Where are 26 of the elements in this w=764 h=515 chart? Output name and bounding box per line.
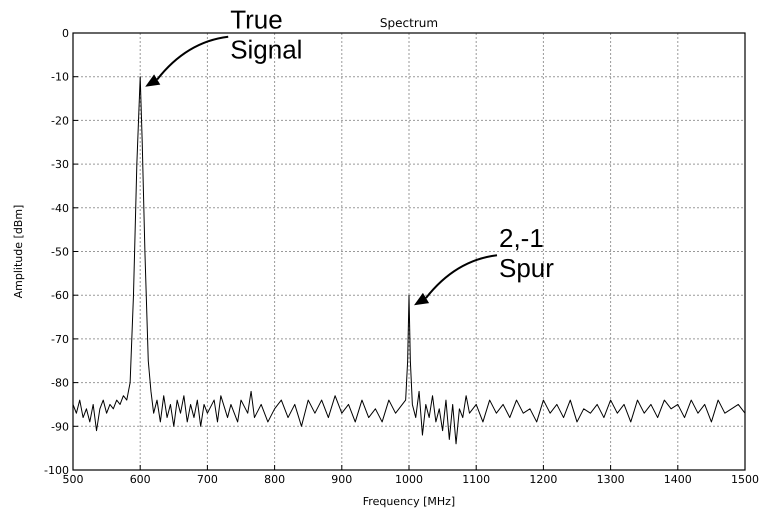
y-axis-title: Amplitude [dBm]	[12, 204, 25, 298]
x-tick-label: 1200	[529, 473, 558, 486]
chart-title: Spectrum	[380, 16, 438, 30]
y-tick-label: 0	[62, 27, 69, 40]
y-tick-label: -70	[51, 332, 69, 346]
x-tick-label: 700	[196, 473, 218, 486]
x-tick-label: 1500	[731, 473, 759, 486]
x-tick-label: 1300	[596, 473, 625, 486]
x-tick-label: 600	[130, 473, 151, 486]
x-tick-label: 1000	[395, 473, 423, 486]
x-tick-label: 1100	[462, 473, 490, 486]
annotation: True Signal	[230, 4, 302, 65]
y-tick-label: -30	[51, 158, 69, 172]
y-tick-label: -10	[51, 70, 69, 84]
y-tick-label: -80	[51, 376, 69, 390]
x-tick-label: 1400	[664, 473, 692, 486]
x-axis-title: Frequency [MHz]	[362, 495, 456, 508]
y-tick-label: -20	[51, 114, 69, 128]
y-tick-label: -40	[51, 202, 69, 215]
y-tick-label: -90	[51, 420, 69, 434]
x-tick-label: 900	[331, 473, 352, 486]
y-tick-label: -50	[51, 246, 69, 258]
x-tick-label: 500	[62, 473, 84, 486]
annotation: 2,-1 Spur	[499, 223, 554, 284]
y-tick-label: -60	[51, 289, 69, 302]
x-tick-label: 800	[264, 473, 286, 486]
